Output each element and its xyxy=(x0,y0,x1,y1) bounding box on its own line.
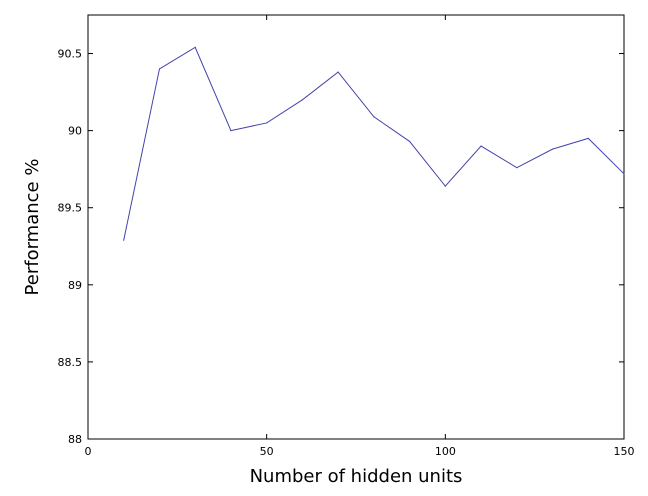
y-axis-label: Performance % xyxy=(22,159,43,296)
data-point xyxy=(551,148,554,150)
x-tick-label: 100 xyxy=(435,445,456,458)
data-point xyxy=(123,239,125,241)
data-point xyxy=(480,145,482,147)
y-tick-label: 88 xyxy=(68,433,82,446)
x-tick-label: 50 xyxy=(260,445,274,458)
data-point xyxy=(266,122,268,124)
y-axis-ticks: 88 88.5 89 89.5 90 90.5 xyxy=(58,48,624,446)
data-point xyxy=(587,137,589,139)
x-axis-label: Number of hidden units xyxy=(250,466,463,487)
data-point xyxy=(194,46,196,48)
data-point xyxy=(301,99,303,101)
data-point xyxy=(409,140,411,143)
x-tick-label: 150 xyxy=(614,445,635,458)
data-point xyxy=(158,68,161,70)
y-tick-label: 89.5 xyxy=(58,202,83,215)
y-tick-label: 90 xyxy=(68,125,82,138)
y-tick-label: 88.5 xyxy=(58,356,83,369)
data-point xyxy=(337,71,339,73)
plot-area xyxy=(87,14,625,440)
data-point xyxy=(623,173,625,175)
data-point xyxy=(444,185,446,187)
series-layer xyxy=(123,46,625,241)
y-tick-label: 89 xyxy=(68,279,82,292)
x-tick-label: 0 xyxy=(85,445,92,458)
y-tick-label: 90.5 xyxy=(58,48,83,61)
x-axis-ticks: 0 50 100 150 xyxy=(85,15,635,458)
data-point xyxy=(516,167,518,169)
data-point xyxy=(230,130,232,132)
data-point xyxy=(373,116,375,118)
